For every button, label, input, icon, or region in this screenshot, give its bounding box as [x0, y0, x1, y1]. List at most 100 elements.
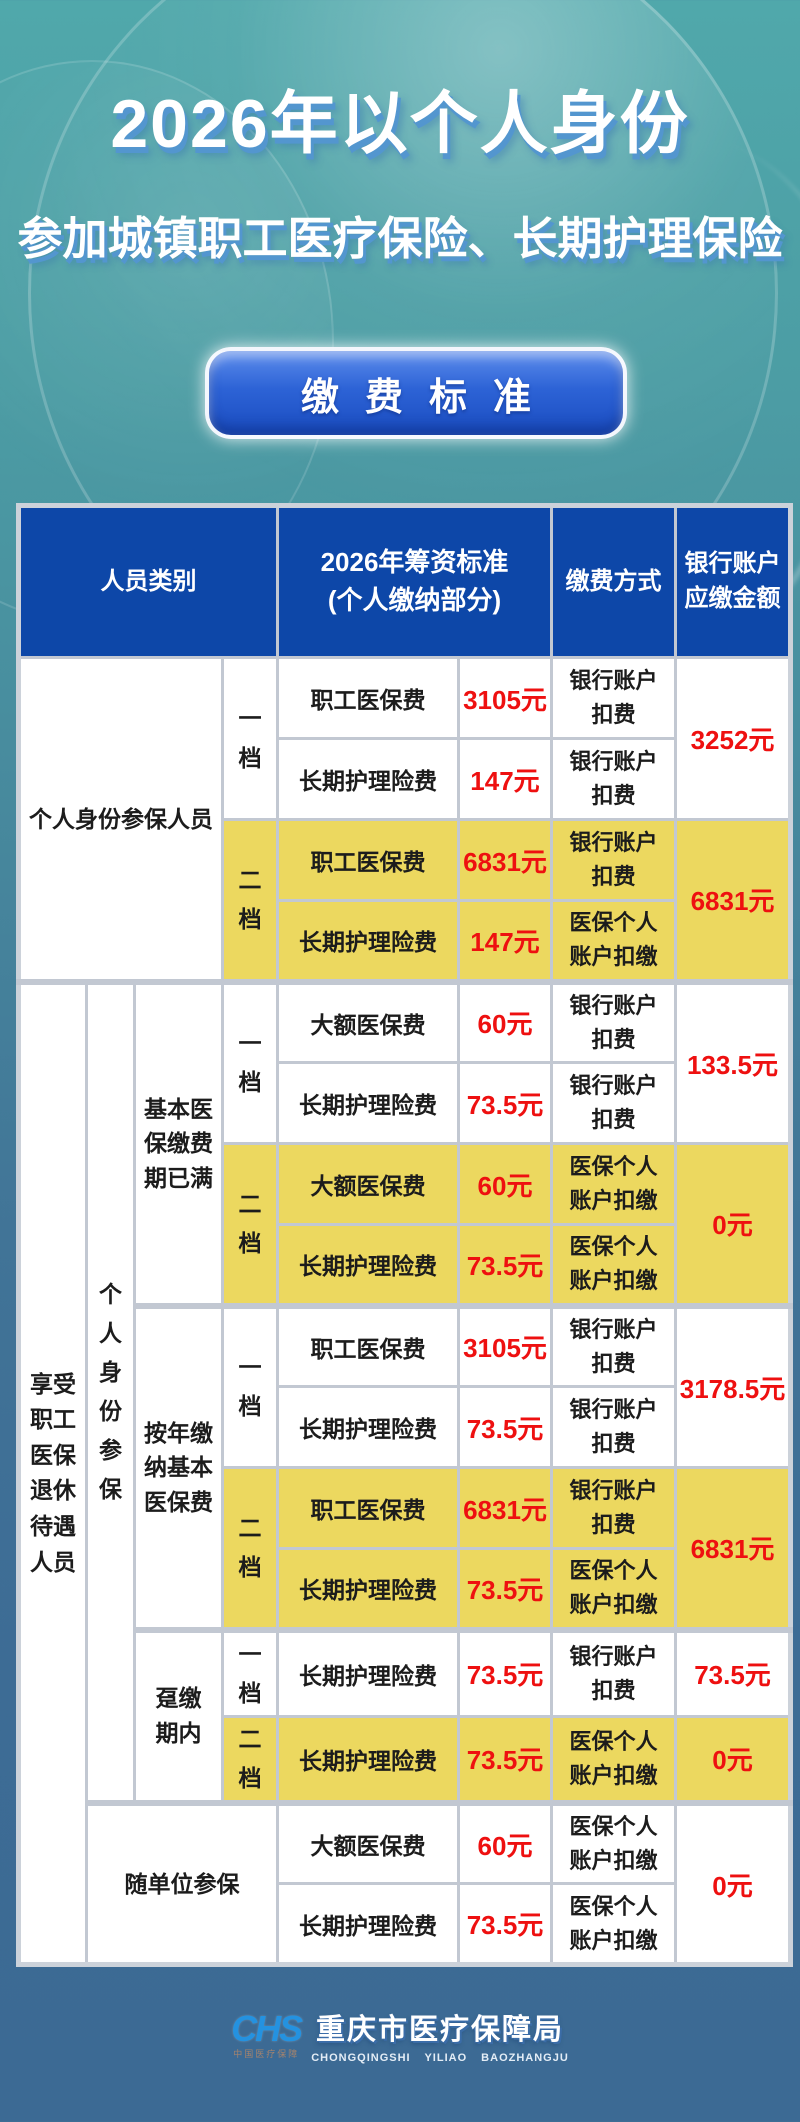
- cell-item: 长期护理险费: [276, 1714, 460, 1805]
- poster-title-line1: 2026年以个人身份: [110, 86, 690, 162]
- cell-bank-total: 3178.5元: [674, 1302, 792, 1469]
- cell-item: 大额医保费: [276, 1142, 460, 1226]
- tier-cell: 二档: [221, 1466, 279, 1631]
- cell-item: 长期护理险费: [276, 1223, 460, 1307]
- cell-amount: 60元: [457, 1799, 553, 1886]
- cell-bank-total: 6831元: [674, 1466, 792, 1631]
- table-row: 个人身份参保人员 一档 职工医保费 3105元 银行账户扣费 3252元: [17, 656, 792, 983]
- tier-cell: 一档: [221, 1626, 279, 1718]
- cell-method-text: 银行账户扣费: [569, 992, 658, 1052]
- tier-label: 二档: [238, 866, 262, 932]
- table-row: 二档 职工医保费 6831元 银行账户扣费 6831元: [19, 1466, 792, 1631]
- cell-method-text: 医保个人账户扣缴: [569, 1728, 658, 1788]
- cell-method-text: 银行账户扣费: [569, 1072, 658, 1132]
- chs-logo-acronym: CHS: [231, 2008, 303, 2049]
- cell-amount: 73.5元: [457, 1626, 553, 1718]
- cell-method: 银行账户扣费: [550, 978, 677, 1064]
- table-row: 长期护理险费 147元 医保个人账户扣缴: [19, 899, 791, 983]
- cell-bank-total: 3252元: [674, 656, 792, 821]
- cell-item: 长期护理险费: [276, 737, 460, 821]
- footer: CHS 中国医疗保障 重庆市医疗保障局 CHONGQINGSHI YILIAO …: [0, 2006, 800, 2065]
- header-bank-amount: 银行账户 应缴金额: [674, 504, 792, 659]
- cell-method-text: 银行账户扣费: [569, 748, 658, 808]
- payment-standard-banner-label: 缴费标准: [300, 376, 557, 419]
- group-retired-individual-text: 个人身份参保: [98, 1280, 122, 1503]
- cell-bank-total: 0元: [674, 1799, 792, 1967]
- cell-amount: 60元: [457, 1142, 553, 1226]
- cell-method-text: 银行账户扣费: [569, 667, 658, 727]
- cell-amount: 73.5元: [457, 1714, 553, 1805]
- tier-label: 二档: [238, 1190, 262, 1256]
- cell-method-text: 医保个人账户扣缴: [569, 1234, 658, 1294]
- cell-method: 银行账户扣费: [550, 1385, 677, 1469]
- group-lump-sum-text: 趸缴期内: [155, 1684, 202, 1747]
- cell-item: 大额医保费: [276, 978, 460, 1064]
- table-row: 二档 大额医保费 60元 医保个人账户扣缴 0元: [19, 1142, 792, 1307]
- group-retired-insured: 享受职工医保退休待遇人员: [17, 978, 88, 1967]
- org-name: 重庆市医疗保障局: [315, 2014, 564, 2046]
- cell-method: 银行账户扣费: [550, 1626, 677, 1718]
- tier-label: 一档: [238, 705, 262, 771]
- cell-amount: 6831元: [457, 1466, 553, 1550]
- cell-amount: 6831元: [457, 818, 553, 902]
- cell-item: 职工医保费: [276, 1466, 460, 1550]
- header-funding-standard-line1: 2026年筹资标准: [320, 547, 509, 578]
- cell-method-text: 银行账户扣费: [569, 1477, 658, 1537]
- table-row: 二档 长期护理险费 73.5元 医保个人账户扣缴 0元: [19, 1714, 792, 1805]
- cell-amount: 3105元: [457, 1302, 553, 1388]
- cell-method: 银行账户扣费: [550, 737, 677, 821]
- cell-method-text: 医保个人账户扣缴: [569, 910, 658, 970]
- cell-method: 医保个人账户扣缴: [550, 1547, 677, 1631]
- tier-cell: 一档: [221, 978, 279, 1145]
- tier-label: 一档: [238, 1030, 262, 1096]
- cell-method-text: 银行账户扣费: [569, 829, 658, 889]
- cell-method: 医保个人账户扣缴: [550, 1882, 677, 1967]
- table-row: 二档 职工医保费 6831元 银行账户扣费 6831元: [19, 818, 792, 983]
- cell-method: 医保个人账户扣缴: [550, 899, 677, 983]
- cell-item: 长期护理险费: [276, 899, 460, 983]
- header-bank-amount-line2: 应缴金额: [684, 585, 781, 612]
- cell-bank-total: 0元: [674, 1714, 792, 1805]
- cell-amount: 147元: [457, 899, 553, 983]
- cell-bank-total: 0元: [674, 1142, 792, 1307]
- cell-method: 医保个人账户扣缴: [550, 1223, 677, 1307]
- cell-method-text: 医保个人账户扣缴: [569, 1893, 658, 1953]
- tier-label: 二档: [238, 1514, 262, 1580]
- cell-method: 银行账户扣费: [550, 818, 677, 902]
- table-row: 长期护理险费 73.5元 医保个人账户扣缴: [19, 1547, 791, 1631]
- header-funding-standard: 2026年筹资标准 (个人缴纳部分): [276, 504, 553, 659]
- chs-logo-subtext: 中国医疗保障: [233, 2049, 300, 2059]
- cell-amount: 3105元: [457, 656, 553, 740]
- cell-bank-total: 133.5元: [674, 978, 792, 1145]
- tier-label: 一档: [238, 1354, 262, 1420]
- group-pay-yearly-text: 按年缴纳基本医保费: [144, 1419, 213, 1515]
- cell-method: 医保个人账户扣缴: [550, 1714, 677, 1805]
- group-lump-sum: 趸缴期内: [133, 1626, 224, 1805]
- fee-standard-table-container: 人员类别 2026年筹资标准 (个人缴纳部分) 缴费方式 银行账户 应缴金额 个…: [16, 503, 793, 1968]
- chs-logo: CHS 中国医疗保障: [231, 2008, 303, 2059]
- tier-label: 一档: [238, 1640, 262, 1706]
- cell-method-text: 医保个人账户扣缴: [569, 1153, 658, 1213]
- header-bank-amount-line1: 银行账户: [684, 550, 781, 578]
- org-name-block: 重庆市医疗保障局 CHONGQINGSHI YILIAO BAOZHANGJU: [311, 2006, 569, 2064]
- table-row: 长期护理险费 73.5元 医保个人账户扣缴: [19, 1223, 791, 1307]
- cell-method-text: 银行账户扣费: [569, 1396, 658, 1456]
- poster-title-line2: 参加城镇职工医疗保险、长期护理保险: [17, 213, 783, 264]
- header-payment-method: 缴费方式: [550, 504, 677, 659]
- cell-item: 职工医保费: [276, 656, 460, 740]
- cell-item: 长期护理险费: [276, 1547, 460, 1631]
- header-funding-standard-line2: (个人缴纳部分): [327, 585, 502, 615]
- header-person-category: 人员类别: [17, 504, 279, 659]
- table-row: 享受职工医保退休待遇人员 个人身份参保 基本医保缴费期已满 一档 大额医保费 6…: [17, 978, 792, 1967]
- cell-bank-total: 73.5元: [674, 1626, 792, 1718]
- cell-method: 银行账户扣费: [550, 1466, 677, 1550]
- tier-cell: 二档: [221, 1142, 279, 1307]
- cell-item: 长期护理险费: [276, 1385, 460, 1469]
- table-row: 长期护理险费 73.5元 医保个人账户扣缴: [19, 1882, 791, 1967]
- cell-method-text: 医保个人账户扣缴: [569, 1558, 658, 1618]
- table-row: 趸缴期内 一档 长期护理险费 73.5元 银行账户扣费 73.5元: [19, 1626, 792, 1805]
- group-retired-individual: 个人身份参保: [85, 978, 136, 1805]
- cell-amount: 147元: [457, 737, 553, 821]
- group-individual-insured: 个人身份参保人员: [17, 656, 224, 983]
- table-row: 长期护理险费 73.5元 银行账户扣费: [19, 1061, 791, 1145]
